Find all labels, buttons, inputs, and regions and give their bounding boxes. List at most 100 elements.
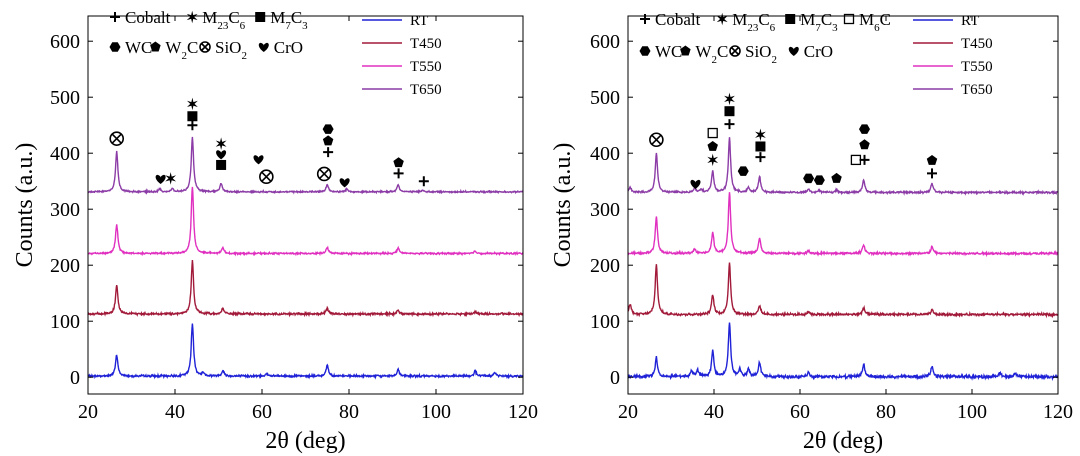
phase-label-WC: WC [125,38,152,57]
phase-label-Cobalt: Cobalt [125,8,171,27]
peak-marker-hexagon-icon [737,166,749,176]
peak-marker-heart-icon [690,179,701,189]
peak-marker-otimes-icon [109,131,125,146]
legend-label-T450: T450 [961,36,993,52]
x-axis-label: 2θ (deg) [803,428,883,454]
peak-marker-star6-icon [186,97,198,111]
y-tick-label: 400 [50,143,80,165]
phase-legend: Cobalt M23C6 M7C3 WC W2C SiO2 CrO [109,8,308,62]
y-tick-label: 300 [590,199,620,221]
x-tick-label: 60 [252,401,272,423]
phase-symbol-plus-icon [640,14,650,24]
x-tick-label: 120 [508,401,538,423]
phase-label-WC: WC [655,42,682,61]
peak-marker-hollow-square-icon [850,154,862,166]
peak-marker-otimes-icon [649,132,664,148]
series-legend: RT T450 T550 T650 [913,13,993,98]
peak-marker-star6-icon [755,128,766,141]
phase-symbol-plus-icon [110,12,120,22]
y-tick-label: 600 [590,31,620,53]
peak-annotations [649,92,938,189]
phase-symbol-hexagon-icon [109,42,121,52]
y-tick-label: 100 [590,311,620,333]
x-tick-label: 20 [78,401,98,423]
phase-label-M23C6: M23C6 [732,10,775,34]
peak-marker-square-icon [187,111,198,122]
peak-marker-pentagon-icon [831,172,842,183]
x-tick-label: 20 [618,401,638,423]
peak-marker-square-icon [724,106,735,117]
phase-symbol-otimes-icon [199,41,211,53]
y-axis-label: Counts (a.u.) [12,143,38,268]
peak-marker-hexagon-icon [859,124,870,134]
peak-marker-pentagon-icon [393,157,404,168]
legend-label-T450: T450 [410,36,442,52]
peak-marker-star6-icon [215,137,227,150]
phase-symbol-pentagon-icon [150,41,161,52]
phase-symbol-hollow-square-icon [843,13,855,25]
plot-frame [627,15,1059,395]
x-tick-label: 40 [704,401,724,423]
peak-marker-plus-icon [323,147,334,158]
x-tick-label: 100 [957,401,987,423]
x-tick-label: 80 [876,401,896,423]
legend-label-RT: RT [410,13,428,29]
peak-marker-pentagon-icon [322,135,334,146]
peak-marker-star6-icon [165,172,177,185]
peak-marker-otimes-icon [316,166,332,182]
x-axis-label: 2θ (deg) [265,428,345,454]
legend-label-T650: T650 [961,82,993,98]
peak-marker-pentagon-icon [859,139,870,150]
phase-symbol-square-icon [255,12,266,22]
series-line-T650 [87,136,524,195]
peak-marker-otimes-icon [259,169,274,185]
x-tick-label: 40 [165,401,185,423]
legend-label-T550: T550 [410,59,442,75]
y-axis-label: Counts (a.u.) [550,143,576,268]
phase-label-M7C3: M7C3 [270,8,308,32]
peak-annotations [109,97,429,188]
y-tick-label: 200 [590,255,620,277]
peak-marker-plus-icon [187,120,198,131]
phase-symbol-otimes-icon [729,45,741,57]
peak-marker-heart-icon [155,174,166,184]
peak-marker-heart-icon [339,178,350,188]
series-line-T550 [87,186,524,257]
peak-marker-plus-icon [393,168,404,179]
phase-symbol-star6-icon [716,12,728,26]
y-tick-label: 0 [610,367,620,389]
phase-symbol-square-icon [785,14,796,24]
x-tick-label: 80 [339,401,359,423]
series-line-T550 [627,192,1059,258]
series-legend: RT T450 T550 T650 [362,13,442,98]
x-tick-label: 60 [790,401,810,423]
series-line-RT [627,322,1059,382]
y-tick-label: 300 [50,199,80,221]
phase-label-CrO: CrO [274,38,303,57]
peak-marker-plus-icon [859,154,870,165]
y-tick-label: 600 [50,31,80,53]
peak-marker-hexagon-icon [803,173,815,184]
peak-marker-pentagon-icon [926,154,938,165]
peak-marker-square-icon [216,159,227,170]
series-line-T450 [87,260,524,318]
phase-label-CrO: CrO [804,42,833,61]
series-line-RT [87,323,524,380]
peak-marker-pentagon-icon [707,140,718,151]
chart-panel-right: 20 40 60 80 100 120 0 100 200 300 400 500 600 2θ (deg… [550,10,1073,454]
peak-marker-plus-icon [755,152,766,163]
y-tick-label: 200 [50,255,80,277]
phase-label-SiO2: SiO2 [215,38,247,62]
phase-label-W2C: W2C [695,42,728,66]
x-tick-label: 100 [421,401,451,423]
series-line-T450 [627,262,1059,319]
y-tick-label: 100 [50,311,80,333]
legend-label-T650: T650 [410,82,442,98]
peak-marker-square-icon [755,141,766,152]
peak-marker-heart-icon [216,150,227,160]
peak-marker-hexagon-icon [322,124,334,134]
peak-marker-heart-icon [253,155,264,165]
peak-marker-plus-icon [418,176,429,187]
phase-symbol-hexagon-icon [639,46,651,56]
